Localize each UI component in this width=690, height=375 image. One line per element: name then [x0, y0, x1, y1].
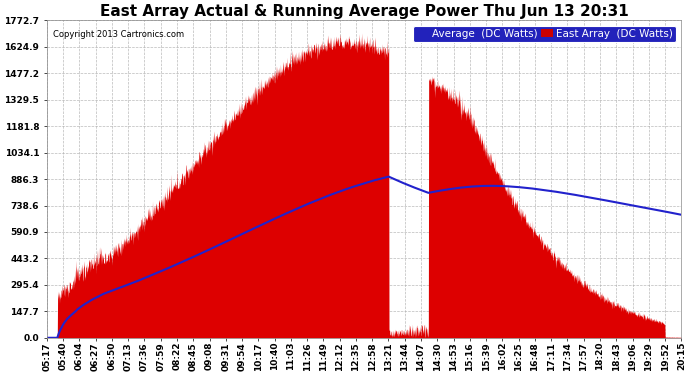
Title: East Array Actual & Running Average Power Thu Jun 13 20:31: East Array Actual & Running Average Powe…: [99, 4, 629, 19]
Text: Copyright 2013 Cartronics.com: Copyright 2013 Cartronics.com: [53, 30, 184, 39]
Legend: Average  (DC Watts), East Array  (DC Watts): Average (DC Watts), East Array (DC Watts…: [413, 26, 676, 42]
